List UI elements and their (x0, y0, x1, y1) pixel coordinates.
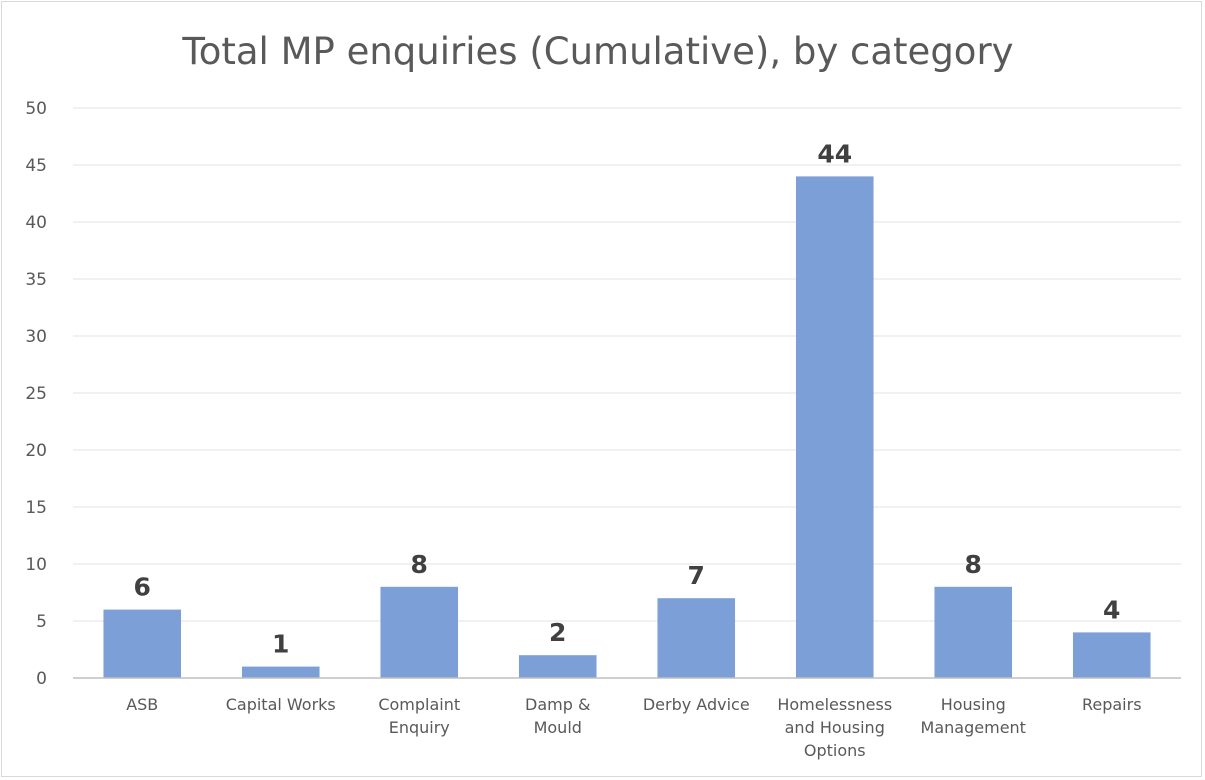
y-tick-label: 35 (25, 270, 47, 290)
y-tick-label: 5 (36, 612, 47, 632)
bar (241, 666, 320, 678)
data-label: 8 (411, 550, 428, 579)
x-tick-label-line: Mould (534, 718, 582, 737)
gridlines (73, 107, 1181, 622)
bar (380, 586, 459, 678)
data-label: 1 (272, 630, 289, 659)
y-tick-label: 0 (36, 669, 47, 689)
data-label: 2 (549, 618, 566, 647)
chart-title: Total MP enquiries (Cumulative), by cate… (181, 30, 1013, 73)
x-tick-label-line: Complaint (378, 695, 460, 714)
y-tick-label: 10 (25, 555, 47, 575)
bar (1072, 632, 1151, 678)
data-label: 8 (965, 550, 982, 579)
x-tick-label: Repairs (1082, 695, 1142, 714)
x-tick-label: Capital Works (226, 695, 336, 714)
x-tick-label-line: Capital Works (226, 695, 336, 714)
y-tick-label: 45 (25, 156, 47, 176)
y-tick-label: 20 (25, 441, 47, 461)
x-tick-label-line: Options (804, 741, 866, 760)
data-label: 7 (688, 561, 705, 590)
bar (657, 598, 736, 678)
x-tick-label: Housing Management (921, 695, 1026, 737)
x-tick-label-line: Derby Advice (643, 695, 750, 714)
data-labels: 6 1 8 2 7 44 8 4 (134, 139, 1121, 658)
x-tick-label-line: Damp & (525, 695, 590, 714)
x-tick-label-line: ASB (126, 695, 158, 714)
x-tick-label-line: and Housing (785, 718, 885, 737)
data-label: 6 (134, 573, 151, 602)
x-tick-label-line: Management (921, 718, 1026, 737)
data-label: 4 (1103, 595, 1120, 624)
bar (103, 609, 182, 678)
x-tick-label-line: Housing (941, 695, 1006, 714)
bar (934, 586, 1013, 678)
x-tick-label: Damp & Mould (525, 695, 590, 737)
y-tick-label: 50 (25, 99, 47, 119)
y-tick-label: 40 (25, 213, 47, 233)
y-tick-label: 30 (25, 327, 47, 347)
data-label: 44 (817, 139, 852, 168)
x-axis: ASB Capital Works Complaint Enquiry Damp & Mo… (73, 677, 1181, 760)
x-tick-label: Homelessness and Housing Options (777, 695, 892, 760)
x-tick-label-line: Enquiry (389, 718, 450, 737)
x-tick-label: Complaint Enquiry (378, 695, 460, 737)
y-axis: 0 5 10 15 20 25 30 35 40 45 50 (25, 99, 47, 689)
bar (795, 176, 874, 678)
x-tick-label: ASB (126, 695, 158, 714)
y-tick-label: 15 (25, 498, 47, 518)
bars (103, 176, 1151, 678)
y-tick-label: 25 (25, 384, 47, 404)
x-tick-label: Derby Advice (643, 695, 750, 714)
bar (518, 655, 597, 678)
x-tick-label-line: Repairs (1082, 695, 1142, 714)
x-tick-label-line: Homelessness (777, 695, 892, 714)
